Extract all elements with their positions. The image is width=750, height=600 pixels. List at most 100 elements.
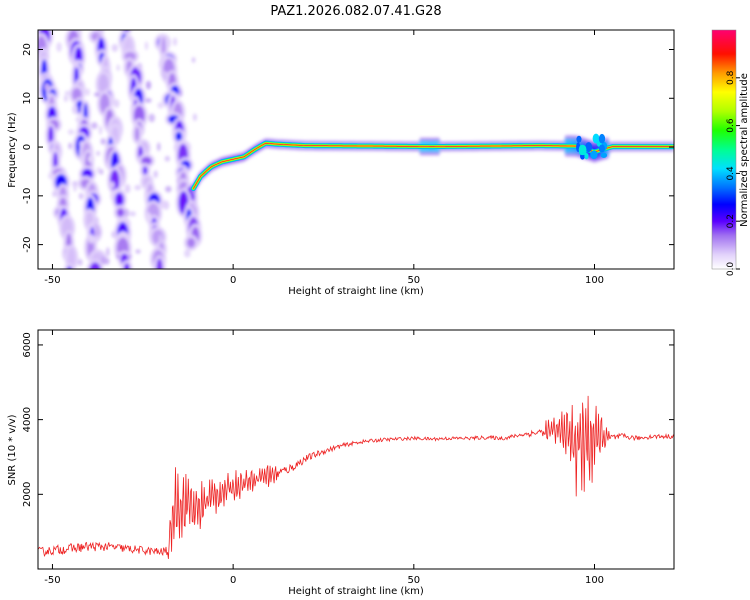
- noise-speck: [48, 173, 55, 180]
- x-tick-label: 0: [230, 275, 236, 286]
- noise-speck: [99, 168, 104, 175]
- noise-speck: [101, 255, 106, 265]
- noise-speck: [145, 98, 152, 103]
- spectrogram-panel: -50 0 50 100 -20 -10 0 10 20 Height of straight …: [7, 29, 675, 297]
- colorbar-ticks: 0.0 0.2 0.4 0.6 0.8: [726, 70, 740, 276]
- disturbance-blob: [592, 133, 600, 144]
- stripe-blob: [67, 247, 76, 269]
- noise-speck: [136, 62, 143, 71]
- noise-speck: [72, 104, 78, 115]
- stripe-blob: [134, 127, 140, 142]
- stripe-blob: [116, 207, 125, 217]
- noise-speck: [79, 140, 84, 148]
- y-tick-label: 10: [22, 92, 33, 105]
- noise-speck: [87, 155, 95, 163]
- y-tick-label: 4000: [22, 407, 33, 432]
- disturbance-blob: [576, 135, 582, 143]
- disturbance-blob: [585, 142, 593, 153]
- noise-speck: [192, 113, 197, 122]
- noise-speck: [191, 57, 196, 63]
- snr-series-line: [38, 395, 674, 559]
- noise-speck: [96, 151, 101, 156]
- stripe-blob: [89, 262, 101, 269]
- x-tick-label: 50: [407, 275, 420, 286]
- noise-speck: [176, 177, 180, 184]
- snr-background: [38, 330, 674, 569]
- snr-x-label: Height of straight line (km): [288, 586, 424, 597]
- stripe-blob: [123, 263, 130, 269]
- noise-speck: [146, 212, 152, 222]
- noise-speck: [165, 185, 172, 193]
- noise-speck: [145, 80, 152, 90]
- colorbar: 0.0 0.2 0.4 0.6 0.8 Normalized spectral ampl…: [711, 29, 750, 276]
- noise-speck: [96, 166, 101, 174]
- stripe-blob: [156, 258, 163, 269]
- noise-speck: [88, 234, 94, 244]
- colorbar-tick-label: 0.6: [726, 118, 736, 133]
- x-tick-label: -50: [44, 275, 60, 286]
- disturbance-blob: [579, 150, 587, 156]
- disturbance-blob: [590, 150, 598, 160]
- snr-ticks: -50 0 50 100 2000 4000 6000: [22, 330, 674, 586]
- noise-speck: [78, 192, 84, 200]
- colorbar-tick-label: 0.2: [726, 214, 736, 228]
- noise-speck: [192, 199, 197, 208]
- noise-speck: [68, 142, 72, 150]
- stripe-blob: [114, 192, 124, 207]
- disturbance-blob: [600, 152, 608, 158]
- noise-speck: [73, 182, 77, 192]
- noise-speck: [124, 183, 131, 194]
- noise-speck: [127, 253, 132, 260]
- noise-speck: [106, 247, 110, 257]
- x-tick-label: 100: [585, 275, 604, 286]
- stripe-blob: [175, 131, 183, 142]
- noise-speck: [153, 170, 158, 178]
- noise-speck: [98, 125, 103, 135]
- stripe-blob: [141, 156, 152, 165]
- noise-speck: [160, 199, 166, 207]
- noise-speck: [184, 249, 191, 258]
- noise-speck: [56, 42, 62, 52]
- noise-speck: [100, 138, 106, 145]
- noise-speck: [173, 37, 177, 47]
- noise-speck: [113, 99, 120, 108]
- stripe-blob: [187, 237, 196, 248]
- colorbar-tick-label: 0.0: [726, 262, 736, 277]
- noise-speck: [116, 254, 120, 259]
- y-tick-label: 20: [22, 43, 33, 56]
- x-tick-label: -50: [44, 575, 60, 586]
- spectrogram-y-label: Frequency (Hz): [7, 112, 18, 188]
- y-tick-label: 6000: [22, 332, 33, 357]
- noise-speck: [157, 102, 164, 109]
- stripe-blob: [67, 266, 72, 269]
- spectrogram-heatmap: [38, 30, 674, 269]
- colorbar-gradient: [712, 30, 736, 269]
- noise-speck: [116, 64, 120, 72]
- noise-speck: [124, 208, 129, 218]
- stripe-blob: [48, 126, 54, 145]
- noise-speck: [108, 181, 115, 189]
- noise-speck: [94, 92, 100, 97]
- colorbar-label: Normalized spectral amplitude: [739, 73, 750, 227]
- stripe-blob: [161, 36, 166, 57]
- disturbance-blob: [598, 144, 606, 153]
- noise-speck: [117, 124, 123, 131]
- disturbance-blob: [584, 152, 589, 160]
- noise-speck: [74, 59, 79, 69]
- spectrogram-frame: [37, 29, 675, 270]
- disturbance-blob: [598, 133, 606, 144]
- noise-speck: [135, 249, 141, 254]
- noise-speck: [64, 95, 68, 102]
- noise-speck: [91, 122, 98, 130]
- x-tick-label: 0: [230, 575, 236, 586]
- x-tick-label: 100: [585, 575, 604, 586]
- noise-speck: [111, 43, 119, 52]
- noise-speck: [164, 155, 170, 162]
- noise-speck: [134, 184, 142, 191]
- snr-y-label: SNR (10 * v/v): [7, 414, 18, 485]
- noise-speck: [160, 70, 168, 77]
- noise-speck: [44, 82, 50, 92]
- noise-speck: [96, 33, 102, 39]
- figure-title: PAZ1.2026.082.07.41.G28: [270, 4, 441, 19]
